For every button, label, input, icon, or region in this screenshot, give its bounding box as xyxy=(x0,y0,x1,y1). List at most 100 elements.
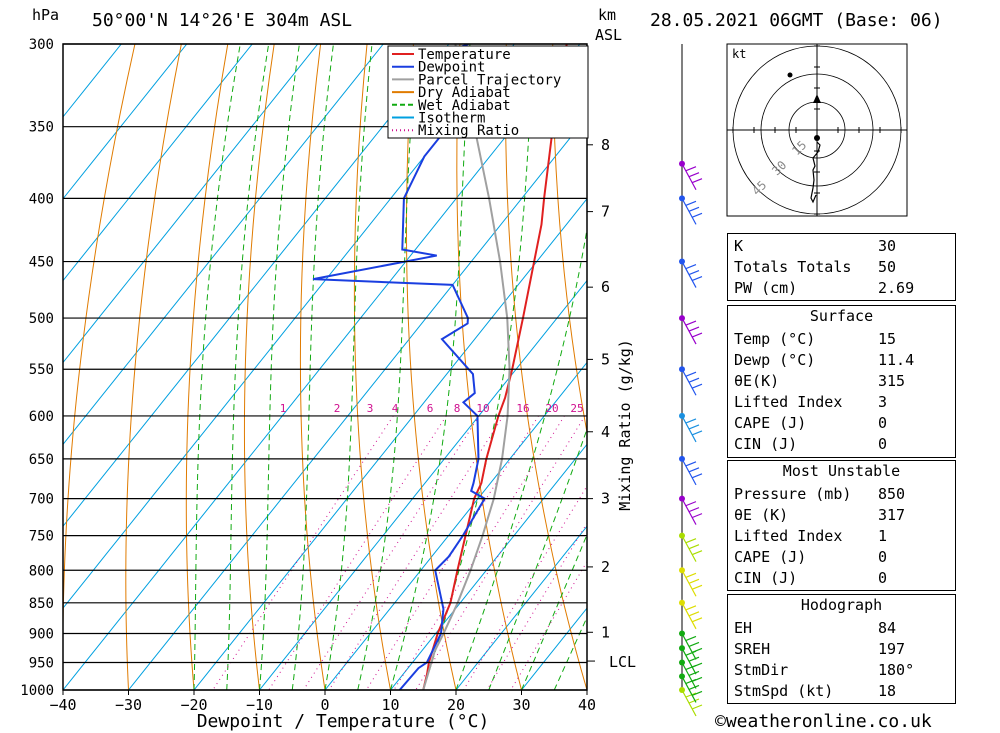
surface-index-value: 0 xyxy=(878,434,888,453)
pressure-tick-label: 450 xyxy=(29,255,54,271)
pressure-tick-label: 400 xyxy=(29,191,54,207)
hodo-index-label: StmDir xyxy=(734,660,789,679)
lcl-label: LCL xyxy=(609,653,636,671)
temperature-tick-label: −30 xyxy=(115,696,142,714)
temperature-tick-label: −10 xyxy=(246,696,273,714)
pressure-tick-label: 800 xyxy=(29,563,54,579)
isotherm-line xyxy=(63,44,122,118)
wind-barb-flag xyxy=(688,377,700,383)
dry-adiabat-line xyxy=(405,44,457,690)
wind-barb-flag xyxy=(685,371,697,377)
index-value: 30 xyxy=(878,236,897,255)
most-unstable-title: Most Unstable xyxy=(782,462,901,480)
km-tick-label: 3 xyxy=(601,490,610,508)
isotherm-line xyxy=(63,44,319,364)
wet-adiabat-line xyxy=(193,44,241,690)
mu-index-value: 1 xyxy=(878,526,888,545)
unit-asl: ASL xyxy=(595,26,623,44)
surface-index-row: Lifted Index 3 xyxy=(730,391,952,412)
surface-index-value: 15 xyxy=(878,329,897,348)
dry-adiabat-line xyxy=(243,44,275,690)
wind-barb-flag xyxy=(685,200,697,206)
temperature-tick-label: 0 xyxy=(320,696,329,714)
index-label: Totals Totals xyxy=(734,257,852,276)
hodograph-end-dot xyxy=(787,72,793,78)
wind-barb-flag xyxy=(691,383,703,389)
wind-barb-flag xyxy=(685,166,697,172)
isotherm-line xyxy=(259,279,587,690)
wind-barb-flag xyxy=(691,690,703,696)
wind-barb-flag xyxy=(691,332,703,338)
wind-barb-flag xyxy=(685,461,697,467)
km-tick-label: 8 xyxy=(601,136,610,154)
mu-index-value: 317 xyxy=(878,505,906,524)
dry-adiabat-line xyxy=(552,44,587,436)
hodo-index-label: SREH xyxy=(734,639,771,658)
wind-barb-flag xyxy=(691,617,703,623)
legend-label: Temperature xyxy=(418,47,511,63)
wind-barb-flag xyxy=(691,212,703,218)
datetime: 28.05.2021 06GMT (Base: 06) xyxy=(650,10,943,31)
index-row: Totals Totals 50 xyxy=(730,256,952,277)
km-tick-label: 6 xyxy=(601,278,610,296)
pressure-tick-label: 550 xyxy=(29,362,54,378)
surface-index-label: CAPE (J) xyxy=(734,413,807,432)
surface-index-row: Temp (°C) 15 xyxy=(730,328,952,349)
wind-barb-flag xyxy=(688,424,700,430)
mu-index-row: Pressure (mb) 850 xyxy=(730,483,952,504)
mu-index-value: 0 xyxy=(878,568,888,587)
wind-barb-flag xyxy=(691,676,703,683)
isotherm-line xyxy=(63,44,253,282)
wind-barb-flag xyxy=(688,684,700,690)
index-label: PW (cm) xyxy=(734,278,798,297)
mixing-ratio-axis-label: Mixing Ratio (g/kg) xyxy=(616,339,634,511)
surface-index-value: 315 xyxy=(878,371,906,390)
series-dewpoint xyxy=(312,44,487,690)
pressure-tick-label: 900 xyxy=(29,626,54,642)
wind-barb xyxy=(681,261,703,288)
index-value: 50 xyxy=(878,257,897,276)
wind-barb-flag xyxy=(688,670,700,677)
legend-label: Wet Adiabat xyxy=(418,98,511,114)
hodo-index-row: SREH 197 xyxy=(730,638,952,659)
dry-adiabat-line xyxy=(353,44,391,690)
mixing-ratio-value-label: 3 xyxy=(367,402,374,415)
hodo-index-row: StmDir 180° xyxy=(730,659,952,680)
surface-index-label: Dewp (°C) xyxy=(734,350,816,369)
legend-label: Isotherm xyxy=(418,111,485,127)
mixing-ratio-value-label: 16 xyxy=(516,402,529,415)
mixing-ratio-line xyxy=(365,415,539,690)
location-title: 50°00'N 14°26'E 304m ASL xyxy=(92,10,353,31)
most-unstable-box: Most Unstable Pressure (mb) 850 θE (K) 317 L… xyxy=(727,460,956,591)
surface-index-row: CIN (J) 0 xyxy=(730,433,952,454)
isotherm-line xyxy=(63,44,450,528)
mu-index-label: Pressure (mb) xyxy=(734,484,852,503)
pressure-tick-label: 850 xyxy=(29,596,54,612)
indices-general-table: K 30 Totals Totals 50 PW (cm) 2.69 xyxy=(730,235,952,298)
km-tick-label: 2 xyxy=(601,558,610,576)
surface-index-label: Lifted Index xyxy=(734,392,843,411)
surface-index-value: 0 xyxy=(878,413,888,432)
hodograph-title: Hodograph xyxy=(800,596,883,614)
wind-barb-flag xyxy=(688,611,700,617)
isotherm-line xyxy=(63,44,581,690)
wind-barb-flag xyxy=(691,704,703,710)
hodograph-box: Hodograph EH 84 SREH 197 StmDir 180° StmSpd (k… xyxy=(727,594,956,704)
wind-barb-flag xyxy=(691,647,703,654)
wet-adiabat-line xyxy=(422,44,535,690)
pressure-tick-label: 750 xyxy=(29,529,54,545)
wind-barb-flag xyxy=(685,572,697,578)
mu-index-row: CIN (J) 0 xyxy=(730,567,952,588)
mu-index-value: 0 xyxy=(878,547,888,566)
surface-index-row: CAPE (J) 0 xyxy=(730,412,952,433)
km-tick-label: 5 xyxy=(601,350,610,368)
wind-barb xyxy=(681,602,703,630)
wind-barb-staff xyxy=(681,498,697,525)
mixing-ratio-line xyxy=(303,415,480,690)
mu-index-label: CAPE (J) xyxy=(734,547,807,566)
wind-barb-flag xyxy=(691,513,703,519)
pressure-tick-label: 500 xyxy=(29,311,54,327)
wind-barb-flag xyxy=(688,698,700,704)
wind-barb-flag xyxy=(685,418,697,424)
